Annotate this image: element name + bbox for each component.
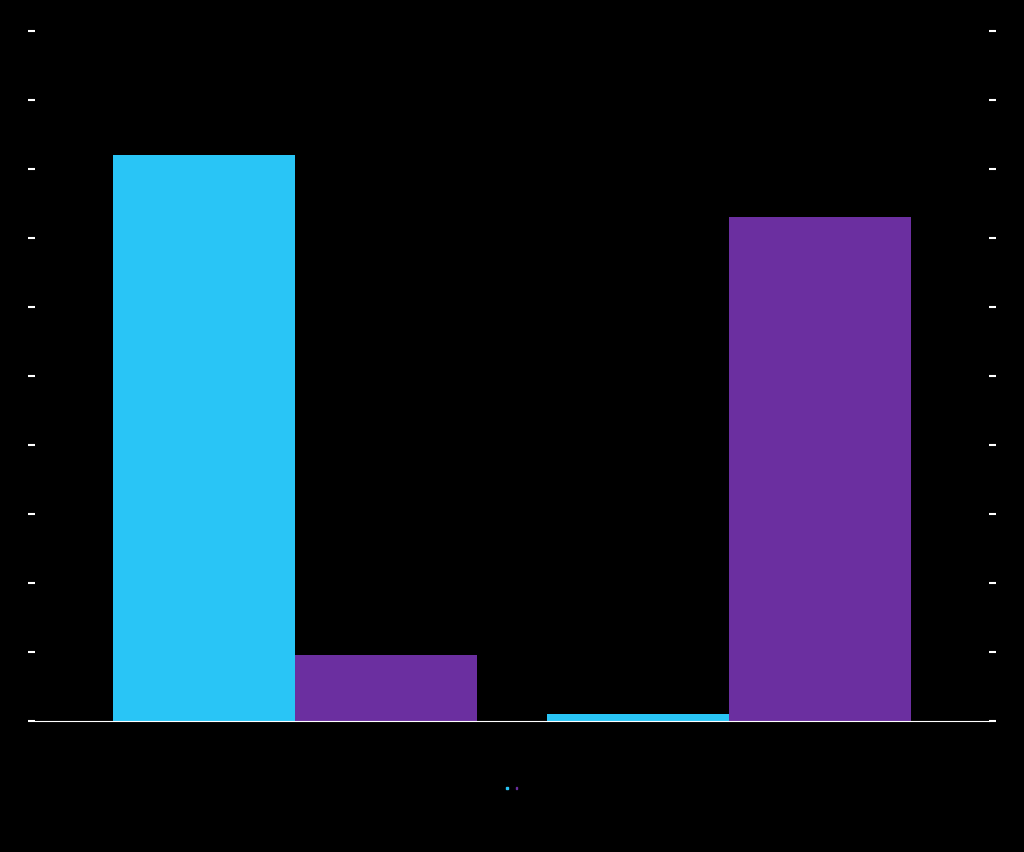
Bar xyxy=(114,156,295,721)
Bar xyxy=(547,714,729,721)
Legend: , : , xyxy=(506,787,518,789)
Bar xyxy=(729,218,910,721)
Bar xyxy=(295,655,477,721)
